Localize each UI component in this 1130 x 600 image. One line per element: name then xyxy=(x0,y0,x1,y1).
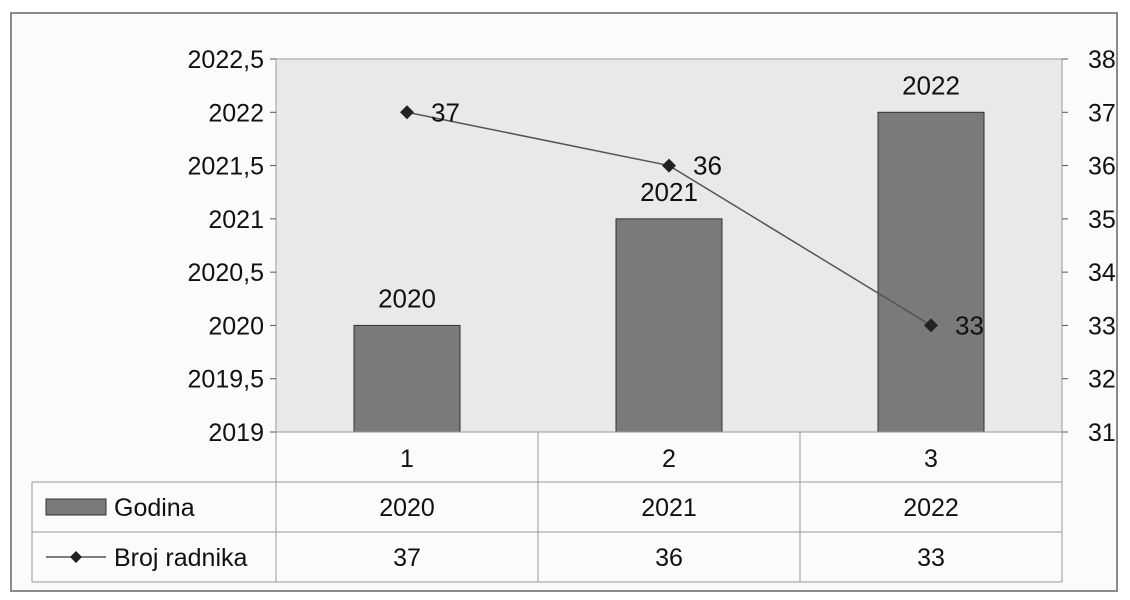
legend-label-broj-radnika: Broj radnika xyxy=(114,544,247,572)
right-axis-tick-label: 34 xyxy=(1088,259,1116,287)
left-axis-tick-label: 2019 xyxy=(208,419,264,447)
left-axis-tick-label: 2022 xyxy=(208,99,264,127)
line-point xyxy=(662,158,676,173)
right-axis-tick-label: 33 xyxy=(1088,312,1116,340)
combo-chart: 2019 2019,5 2020 2020,5 2021 2021,5 2022 2022,5… xyxy=(31,46,1116,583)
bar-data-label: 2022 xyxy=(902,70,960,100)
table-cell: 36 xyxy=(655,544,683,572)
legend-key-godina xyxy=(45,498,107,516)
bar-data-label: 2021 xyxy=(640,177,698,207)
category-label: 1 xyxy=(400,445,414,473)
line-point xyxy=(400,105,414,120)
table-cell: 2022 xyxy=(903,494,959,522)
bar xyxy=(877,111,985,433)
left-axis-tick-label: 2021,5 xyxy=(188,153,264,181)
left-axis-tick-label: 2021 xyxy=(208,206,264,234)
line-data-label: 36 xyxy=(693,151,722,181)
bar xyxy=(353,324,461,433)
category-label: 2 xyxy=(662,445,676,473)
bar xyxy=(615,218,723,433)
line-data-label: 37 xyxy=(431,97,460,127)
right-axis-tick-label: 38 xyxy=(1088,46,1116,74)
category-label: 3 xyxy=(924,445,938,473)
table-cell: 2020 xyxy=(379,494,435,522)
left-axis-tick-label: 2019,5 xyxy=(188,366,264,394)
legend-label-godina: Godina xyxy=(114,494,195,522)
right-axis-tick-label: 37 xyxy=(1088,99,1116,127)
bar-data-label: 2020 xyxy=(378,283,436,313)
right-axis-tick-label: 32 xyxy=(1088,366,1116,394)
line-point xyxy=(924,318,938,333)
left-axis-tick-label: 2022,5 xyxy=(188,46,264,74)
table-cell: 2021 xyxy=(641,494,697,522)
left-axis-tick-label: 2020 xyxy=(208,312,264,340)
right-axis-tick-label: 31 xyxy=(1088,419,1116,447)
right-axis-tick-label: 36 xyxy=(1088,153,1116,181)
chart-frame: 2019 2019,5 2020 2020,5 2021 2021,5 2022 2022,5… xyxy=(10,12,1118,592)
table-cell: 33 xyxy=(917,544,945,572)
line-data-label: 33 xyxy=(955,310,984,340)
table-cell: 37 xyxy=(393,544,421,572)
left-axis-tick-label: 2020,5 xyxy=(188,259,264,287)
right-axis-tick-label: 35 xyxy=(1088,206,1116,234)
legend-key-broj-radnika-marker xyxy=(70,551,82,563)
